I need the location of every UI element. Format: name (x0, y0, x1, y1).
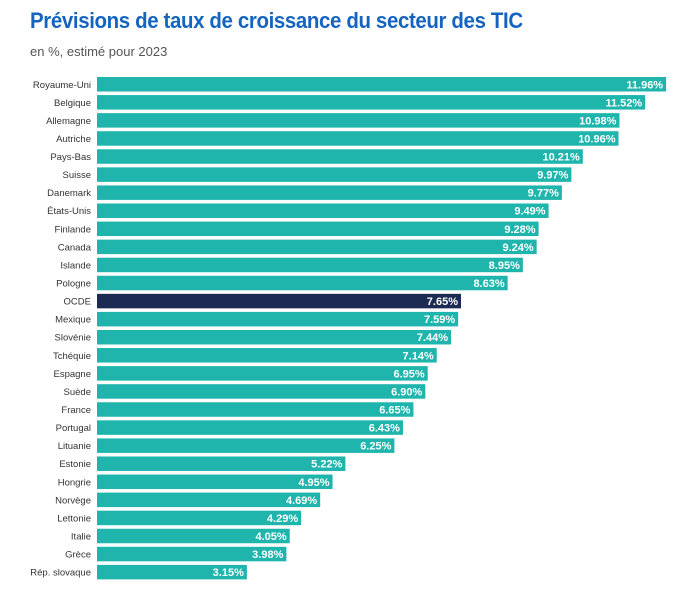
value-label-espagne: 6.95% (394, 368, 425, 380)
value-label-estonie: 5.22% (311, 459, 342, 471)
category-label-portugal: Portugal (56, 423, 91, 434)
category-label-grece: Grèce (65, 550, 91, 561)
category-label-belgique: Belgique (54, 98, 91, 109)
category-labels-group: Royaume-Uni Belgique Allemagne Autriche Pays… (30, 80, 91, 579)
value-label-rep-slovaque: 3.15% (213, 567, 244, 579)
bar-grece (97, 546, 287, 562)
category-label-allemagne: Allemagne (46, 116, 91, 127)
value-label-ocde: 7.65% (427, 296, 458, 308)
bar-belgique (97, 95, 646, 110)
category-label-hongrie: Hongrie (58, 477, 91, 488)
category-label-canada: Canada (58, 242, 92, 253)
value-labels-group: 11.96% 11.52% 10.98% 10.96% 10.21% 9.97% 9.77%… (213, 79, 664, 579)
bar-italie (97, 528, 290, 544)
category-label-estonie: Estonie (59, 459, 91, 470)
bar-islande (97, 257, 523, 273)
bar-slovenie (97, 329, 452, 345)
bar-tchequie (97, 348, 437, 363)
bar-autriche (97, 131, 619, 146)
value-label-allemagne: 10.98% (579, 115, 617, 127)
bar-danemark (97, 185, 562, 200)
value-label-autriche: 10.96% (578, 133, 616, 145)
category-label-ocde: OCDE (64, 297, 91, 308)
value-label-slovenie: 7.44% (417, 332, 448, 344)
category-label-pays-bas: Pays-Bas (50, 152, 91, 163)
value-label-france: 6.65% (379, 405, 410, 417)
bar-pologne (97, 275, 508, 291)
bar-lituanie (97, 438, 395, 453)
value-label-portugal: 6.43% (369, 423, 400, 435)
category-label-pologne: Pologne (56, 279, 91, 290)
chart-title: Prévisions de taux de croissance du sect… (30, 8, 523, 33)
bar-lettonie (97, 510, 302, 526)
value-label-canada: 9.24% (502, 242, 533, 254)
category-label-tchequie: Tchéquie (53, 351, 91, 362)
value-label-pays-bas: 10.21% (543, 152, 581, 164)
bar-suede (97, 384, 426, 399)
category-label-suede: Suède (64, 387, 91, 398)
category-label-rep-slovaque: Rép. slovaque (30, 568, 91, 579)
bar-hongrie (97, 474, 333, 490)
category-label-slovenie: Slovénie (55, 333, 91, 344)
value-label-lituanie: 6.25% (360, 441, 391, 453)
value-label-pologne: 8.63% (473, 278, 504, 290)
category-label-france: France (61, 405, 91, 416)
bar-mexique (97, 311, 459, 327)
value-label-danemark: 9.77% (528, 188, 559, 200)
value-label-suisse: 9.97% (537, 170, 568, 182)
bar-finlande (97, 221, 539, 237)
value-label-islande: 8.95% (489, 260, 520, 272)
bar-estonie (97, 456, 346, 471)
bar-espagne (97, 366, 428, 381)
bar-etats-unis (97, 203, 549, 218)
category-label-mexique: Mexique (55, 315, 91, 326)
value-label-belgique: 11.52% (605, 97, 642, 109)
category-label-espagne: Espagne (53, 369, 91, 380)
bar-royaume-uni (97, 77, 667, 92)
bar-norvege (97, 492, 321, 508)
value-label-finlande: 9.28% (504, 224, 535, 236)
category-label-lettonie: Lettonie (57, 513, 91, 524)
value-label-hongrie: 4.95% (298, 477, 329, 489)
value-label-norvege: 4.69% (286, 495, 317, 507)
bars-group (97, 77, 667, 580)
bar-canada (97, 239, 537, 255)
category-label-islande: Islande (60, 260, 91, 271)
bar-allemagne (97, 113, 620, 128)
bar-suisse (97, 167, 572, 182)
value-label-suede: 6.90% (391, 386, 422, 398)
value-label-mexique: 7.59% (424, 314, 455, 326)
bar-portugal (97, 420, 403, 435)
value-label-etats-unis: 9.49% (514, 206, 545, 218)
category-label-italie: Italie (71, 532, 91, 543)
category-label-suisse: Suisse (62, 170, 91, 181)
category-label-finlande: Finlande (55, 224, 91, 235)
category-label-royaume-uni: Royaume-Uni (33, 80, 91, 91)
bar-pays-bas (97, 149, 583, 164)
category-label-lituanie: Lituanie (58, 441, 91, 452)
bar-rep-slovaque (97, 564, 247, 580)
bar-ocde (97, 293, 462, 309)
category-label-etats-unis: États-Unis (47, 206, 91, 217)
bar-france (97, 402, 414, 417)
value-label-italie: 4.05% (256, 531, 287, 543)
value-label-tchequie: 7.14% (403, 350, 434, 362)
value-label-grece: 3.98% (252, 549, 283, 561)
category-label-norvege: Norvège (55, 495, 91, 506)
category-label-autriche: Autriche (56, 134, 91, 145)
value-label-royaume-uni: 11.96% (626, 79, 663, 91)
value-label-lettonie: 4.29% (267, 513, 298, 525)
category-label-danemark: Danemark (47, 188, 91, 199)
chart-subtitle: en %, estimé pour 2023 (30, 44, 168, 59)
